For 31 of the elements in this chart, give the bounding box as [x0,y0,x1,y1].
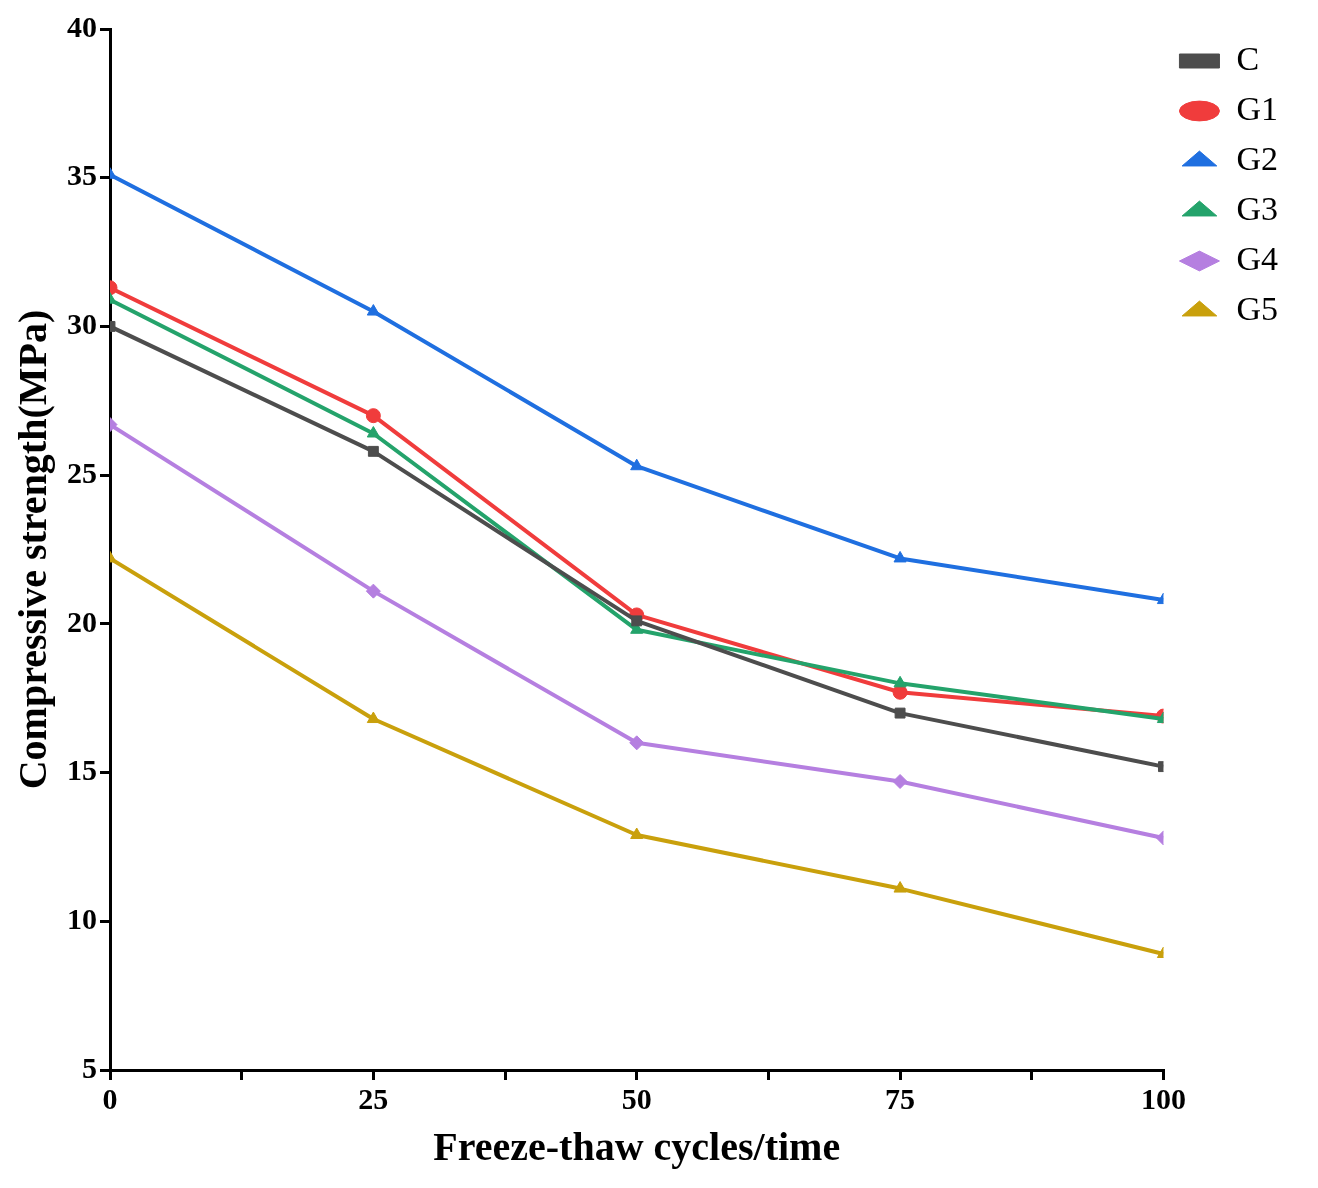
legend-label: G2 [1236,139,1279,177]
point [893,881,907,893]
x-axis-title: Freeze-thaw cycles/time [433,1124,841,1170]
y-axis-title: Compressive strength(MPa) [10,309,56,790]
point [892,684,908,700]
x-tick-label: 0 [102,1081,118,1115]
point [893,550,907,563]
x-tick-label: 75 [885,1081,916,1115]
y-tick-label: 5 [82,1050,97,1084]
legend-label: G4 [1236,239,1279,277]
y-tick-label: 30 [67,307,97,341]
y-tick-label: 40 [67,9,97,43]
y-tick-label: 35 [67,158,97,192]
y-tick-label: 25 [67,455,97,489]
x-tick-label: 25 [358,1081,389,1115]
x-tick-label: 100 [1140,1081,1186,1115]
point [894,707,906,719]
legend-label: G5 [1236,289,1279,327]
legend-label: C [1236,39,1260,77]
legend-label: G1 [1236,89,1279,127]
point [892,773,908,789]
point [631,615,643,627]
y-tick-label: 20 [67,604,97,638]
y-tick-label: 15 [67,753,97,787]
legend-label: G3 [1236,189,1279,227]
x-tick-label: 50 [621,1081,652,1115]
y-tick-label: 10 [67,902,97,936]
point [893,675,907,688]
point [630,458,644,471]
point [630,827,644,840]
point [629,735,645,751]
